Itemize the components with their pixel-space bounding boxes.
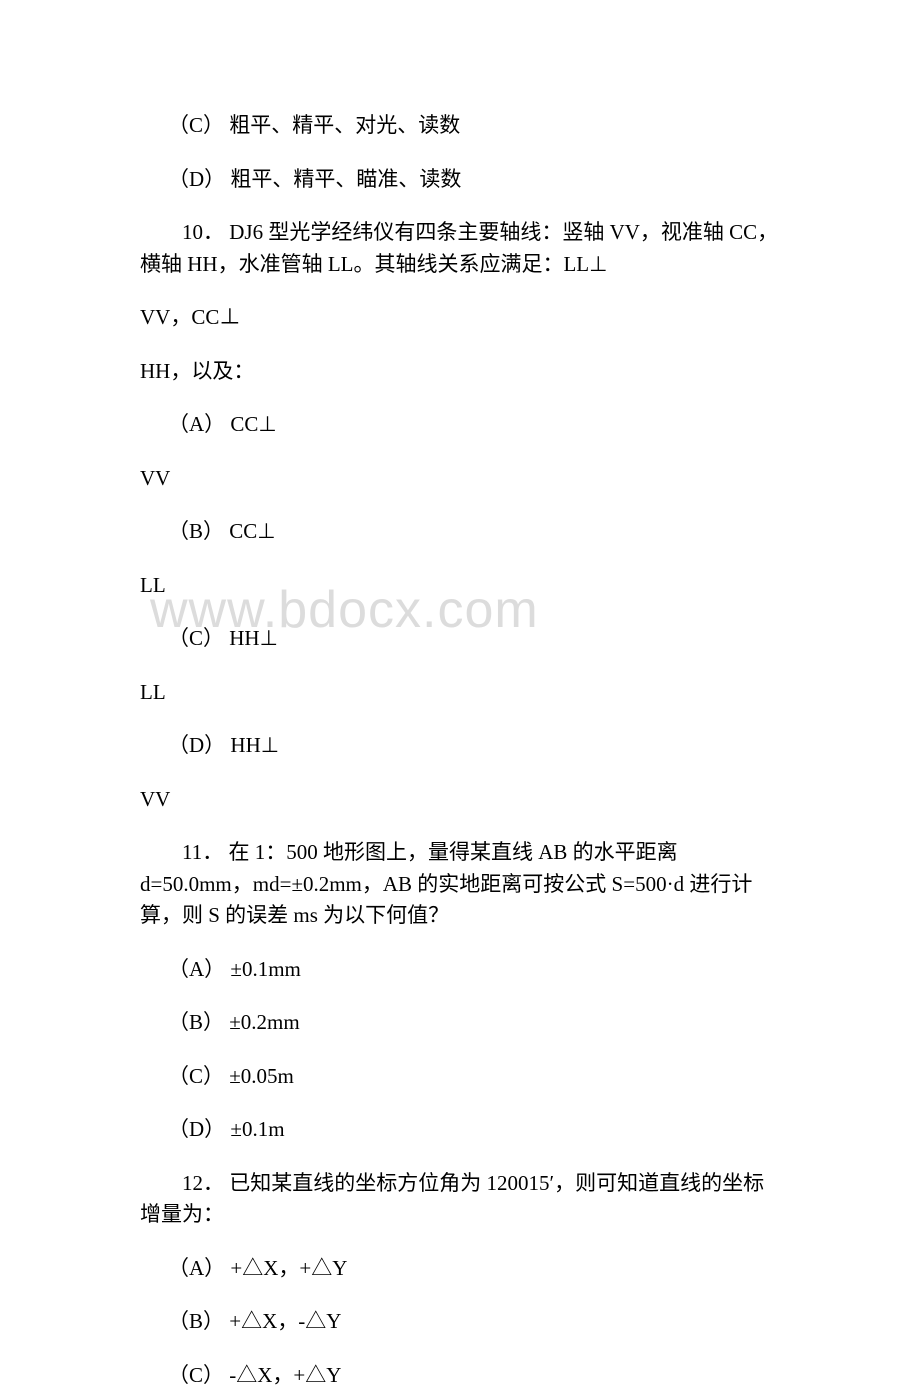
q12-option-a: （A） +△X，+△Y [140,1253,780,1285]
q12-stem: 12． 已知某直线的坐标方位角为 120015′，则可知道直线的坐标增量为： [140,1168,780,1231]
q10-option-b: （B） CC⊥ [140,516,780,548]
q10-line3: HH，以及： [140,356,780,388]
q10-option-d: （D） HH⊥ [140,730,780,762]
q10-line2: VV，CC⊥ [140,302,780,334]
q11-option-a: （A） ±0.1mm [140,954,780,986]
q10-option-d-sub: VV [140,784,780,816]
q12-option-b: （B） +△X，-△Y [140,1306,780,1338]
q11-option-c: （C） ±0.05m [140,1061,780,1093]
q10-option-a-sub: VV [140,463,780,495]
q9-option-c: （C） 粗平、精平、对光、读数 [140,110,780,142]
q11-option-b: （B） ±0.2mm [140,1007,780,1039]
q10-option-a: （A） CC⊥ [140,409,780,441]
q12-option-c: （C） -△X，+△Y [140,1360,780,1391]
q11-stem: 11． 在 1：500 地形图上，量得某直线 AB 的水平距离 d=50.0mm… [140,837,780,932]
q10-option-b-sub: LL [140,570,780,602]
q11-option-d: （D） ±0.1m [140,1114,780,1146]
q10-stem: 10． DJ6 型光学经纬仪有四条主要轴线：竖轴 VV，视准轴 CC，横轴 HH… [140,217,780,280]
document-content: （C） 粗平、精平、对光、读数 （D） 粗平、精平、瞄准、读数 10． DJ6 … [140,110,780,1391]
q10-option-c: （C） HH⊥ [140,623,780,655]
q9-option-d: （D） 粗平、精平、瞄准、读数 [140,164,780,196]
q10-option-c-sub: LL [140,677,780,709]
